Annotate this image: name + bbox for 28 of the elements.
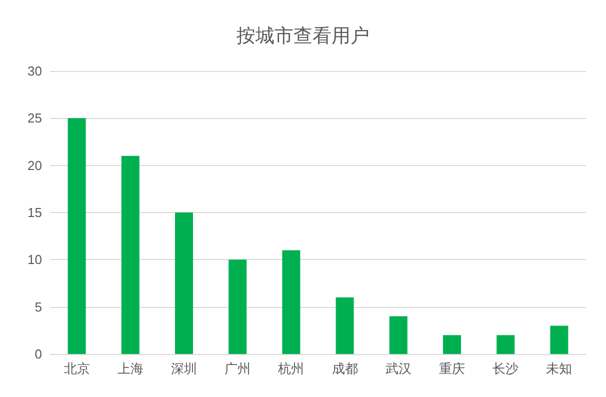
x-tick-label: 北京 — [64, 361, 90, 376]
y-tick-label: 0 — [34, 346, 42, 362]
y-tick-label: 20 — [28, 158, 42, 173]
y-tick-label: 15 — [28, 205, 42, 220]
bar — [443, 335, 461, 354]
x-tick-label: 深圳 — [171, 361, 197, 376]
x-tick-label: 未知 — [546, 361, 572, 376]
x-tick-label: 长沙 — [492, 361, 519, 376]
y-tick-label: 5 — [34, 299, 42, 314]
x-tick-label: 上海 — [117, 361, 144, 376]
y-tick-label: 30 — [28, 64, 42, 78]
bar — [336, 297, 354, 354]
bar — [228, 260, 247, 354]
x-tick-label: 广州 — [224, 361, 251, 376]
y-tick-label: 10 — [28, 252, 42, 268]
bar — [121, 156, 140, 354]
bar — [68, 118, 86, 354]
y-tick-label: 25 — [28, 110, 42, 126]
bar — [550, 326, 568, 354]
bar — [496, 335, 515, 354]
x-tick-label: 杭州 — [277, 361, 304, 376]
x-tick-label: 武汉 — [385, 361, 412, 376]
x-tick-label: 重庆 — [439, 361, 465, 376]
bar — [389, 316, 408, 354]
x-tick-label: 成都 — [332, 361, 358, 376]
bar — [175, 212, 193, 354]
chart-title: 按城市查看用户 — [236, 25, 370, 47]
bar — [282, 250, 300, 354]
